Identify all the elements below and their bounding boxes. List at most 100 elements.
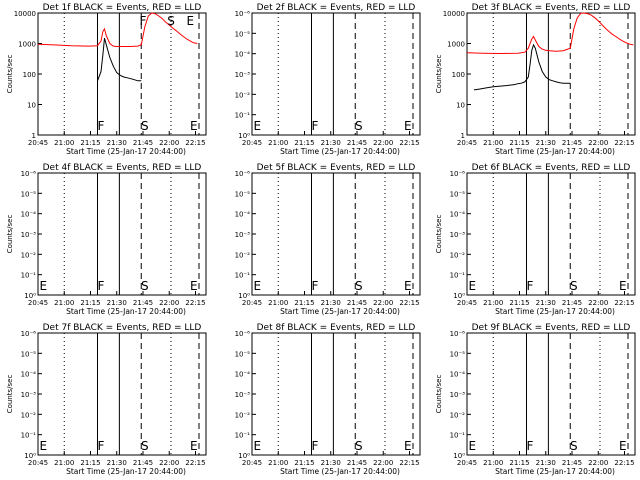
y-axis-label: Counts/sec — [6, 55, 14, 94]
x-tick-label: 22:15 — [399, 299, 419, 307]
x-tick-label: 21:45 — [347, 459, 367, 467]
y-tick-label: 100 — [452, 71, 465, 79]
x-tick-label: 20:45 — [28, 459, 48, 467]
x-tick-label: 21:15 — [294, 299, 314, 307]
x-tick-label: 21:15 — [294, 459, 314, 467]
y-tick-label: 10⁻⁶ — [235, 330, 251, 338]
event-marker-letter: E — [190, 439, 198, 453]
y-tick-label: 10⁻² — [450, 411, 466, 419]
event-marker-letter: E — [404, 279, 412, 293]
y-tick-label: 10⁰ — [24, 292, 36, 300]
y-tick-label: 10⁻⁵ — [450, 190, 466, 198]
y-tick-label: 10⁻⁴ — [21, 211, 37, 219]
x-tick-label: 21:15 — [80, 139, 100, 147]
event-marker-letter: S — [570, 279, 578, 293]
lld-series-line — [466, 12, 634, 55]
x-tick-label: 21:45 — [562, 299, 582, 307]
x-tick-label: 21:15 — [509, 459, 529, 467]
x-tick-label: 22:00 — [588, 459, 608, 467]
y-tick-label: 10⁻³ — [21, 391, 37, 399]
y-tick-label: 10⁻⁵ — [21, 350, 37, 358]
x-axis-label: Start Time (25-Jan-17 20:44:00) — [66, 467, 186, 476]
x-axis-label: Start Time (25-Jan-17 20:44:00) — [66, 307, 186, 316]
y-tick-label: 10⁻⁶ — [450, 330, 466, 338]
y-axis-label: Counts/sec — [6, 375, 14, 414]
x-tick-label: 21:00 — [54, 459, 74, 467]
x-tick-label: 22:00 — [373, 459, 393, 467]
x-tick-label: 22:15 — [614, 139, 634, 147]
event-marker-letter: E — [253, 439, 261, 453]
x-tick-label: 21:30 — [536, 139, 556, 147]
x-tick-label: 21:30 — [107, 139, 127, 147]
y-tick-label: 10⁻⁴ — [235, 51, 251, 59]
event-marker-letter: E — [404, 439, 412, 453]
x-tick-label: 21:45 — [347, 139, 367, 147]
x-tick-label: 21:15 — [80, 299, 100, 307]
x-tick-label: 21:15 — [509, 139, 529, 147]
y-tick-label: 10⁰ — [238, 132, 250, 140]
y-tick-label: 1000 — [447, 41, 465, 49]
y-tick-label: 10⁰ — [24, 452, 36, 460]
y-axis-label: Counts/sec — [435, 55, 443, 94]
plot-frame — [251, 12, 421, 136]
panel-title: Det 5f BLACK = Events, RED = LLD — [257, 163, 416, 173]
y-tick-label: 10⁻¹ — [450, 432, 466, 440]
x-tick-label: 21:00 — [54, 139, 74, 147]
x-tick-label: 21:45 — [562, 459, 582, 467]
event-marker-letter: F — [312, 119, 319, 133]
panel-title: Det 7f BLACK = Events, RED = LLD — [43, 323, 202, 333]
x-tick-label: 21:15 — [80, 459, 100, 467]
y-tick-label: 10000 — [443, 10, 465, 18]
event-marker-letter: F — [98, 119, 105, 133]
event-marker-letter: E — [190, 279, 198, 293]
x-tick-label: 21:15 — [294, 139, 314, 147]
y-tick-label: 10⁻⁴ — [235, 211, 251, 219]
panel-det-3: Det 3f BLACK = Events, RED = LLD 1 10 100 10… — [435, 3, 636, 156]
x-tick-label: 22:00 — [588, 299, 608, 307]
y-tick-label: 10⁻⁴ — [450, 211, 466, 219]
y-tick-label: 10⁻³ — [235, 391, 251, 399]
plot-frame — [251, 332, 421, 456]
events-series-line — [97, 37, 142, 82]
event-marker-letter: F — [140, 14, 147, 28]
panel-title: Det 8f BLACK = Events, RED = LLD — [257, 323, 416, 333]
event-marker-letter: E — [468, 279, 476, 293]
x-tick-label: 21:45 — [133, 299, 153, 307]
x-tick-label: 21:45 — [133, 459, 153, 467]
y-tick-label: 10⁻¹ — [235, 112, 251, 120]
y-tick-label: 10⁻⁴ — [450, 371, 466, 379]
panel-det-9: Det 9f BLACK = Events, RED = LLD 10⁰ 10⁻¹ 1… — [435, 323, 636, 476]
x-tick-label: 22:15 — [614, 299, 634, 307]
x-tick-label: 21:30 — [107, 459, 127, 467]
event-marker-letter: E — [619, 439, 627, 453]
event-marker-letter: E — [39, 439, 47, 453]
x-tick-label: 21:00 — [54, 299, 74, 307]
event-marker-letter: S — [141, 439, 149, 453]
y-tick-label: 10⁻² — [235, 251, 251, 259]
panel-det-4: Det 4f BLACK = Events, RED = LLD 10⁰ 10⁻¹ 1… — [6, 163, 207, 316]
x-tick-label: 22:15 — [399, 459, 419, 467]
panel-det-6: Det 6f BLACK = Events, RED = LLD 10⁰ 10⁻¹ 1… — [435, 163, 636, 316]
y-tick-label: 10⁰ — [453, 292, 465, 300]
x-tick-label: 21:00 — [483, 459, 503, 467]
y-tick-label: 10⁻² — [21, 251, 37, 259]
event-marker-letter: E — [619, 279, 627, 293]
x-axis-label: Start Time (25-Jan-17 20:44:00) — [495, 147, 615, 156]
panel-title: Det 1f BLACK = Events, RED = LLD — [43, 3, 202, 13]
x-tick-label: 21:30 — [536, 299, 556, 307]
y-tick-label: 10⁻⁵ — [235, 350, 251, 358]
x-tick-label: 22:00 — [373, 139, 393, 147]
x-axis-label: Start Time (25-Jan-17 20:44:00) — [280, 147, 400, 156]
x-axis-label: Start Time (25-Jan-17 20:44:00) — [280, 307, 400, 316]
x-tick-label: 22:15 — [399, 139, 419, 147]
event-marker-letter: S — [570, 439, 578, 453]
y-tick-label: 10⁰ — [238, 292, 250, 300]
y-tick-label: 1 — [32, 132, 36, 140]
x-tick-label: 22:00 — [373, 299, 393, 307]
y-tick-label: 10⁻³ — [235, 71, 251, 79]
event-marker-letter: S — [355, 439, 363, 453]
y-tick-label: 10000 — [14, 10, 36, 18]
y-tick-label: 10⁰ — [238, 452, 250, 460]
x-tick-label: 22:00 — [588, 139, 608, 147]
